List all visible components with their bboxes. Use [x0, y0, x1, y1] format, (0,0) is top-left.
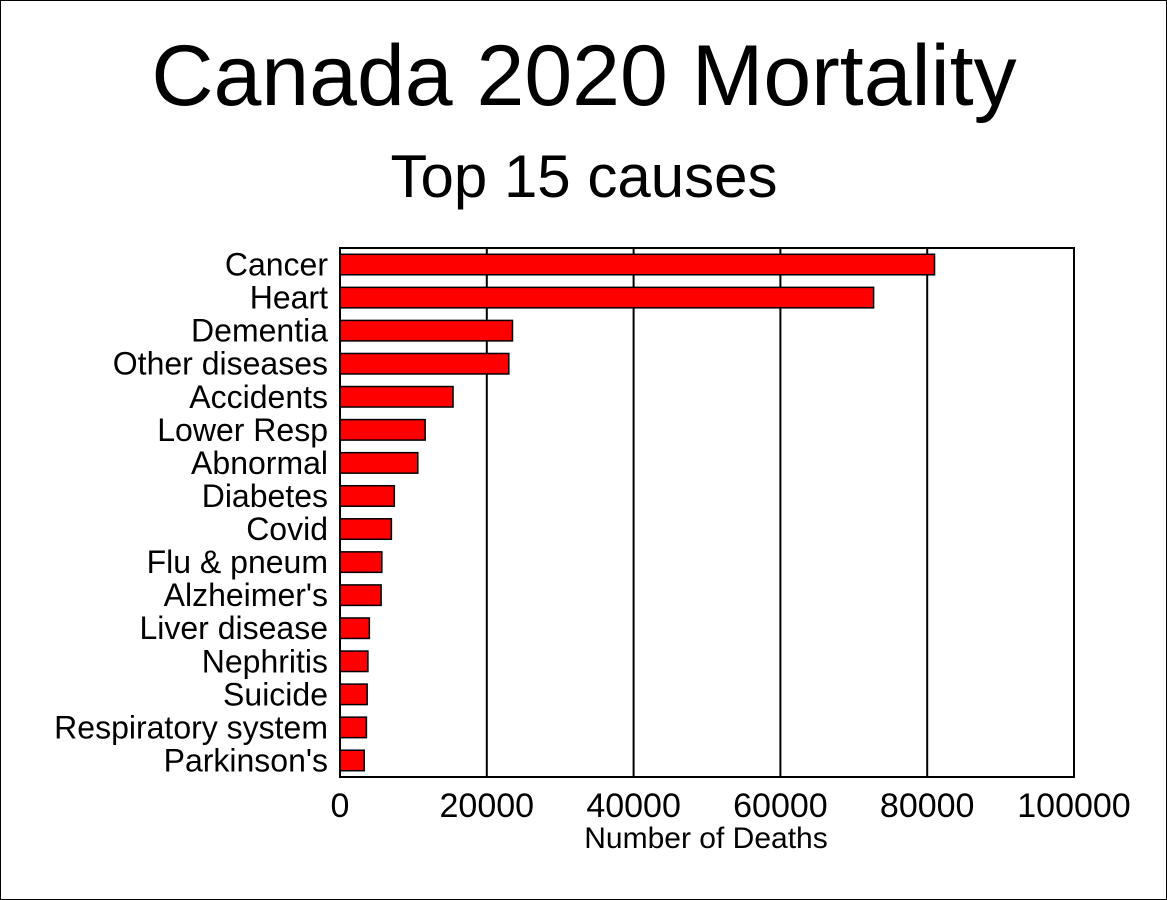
bar — [339, 319, 514, 342]
category-label: Diabetes — [202, 478, 328, 514]
category-label: Suicide — [223, 676, 328, 712]
x-tick-label: 80000 — [880, 787, 975, 825]
category-label: Parkinson's — [164, 742, 328, 778]
category-label: Respiratory system — [54, 709, 328, 745]
chart-title: Canada 2020 Mortality — [151, 28, 1016, 124]
bar — [339, 253, 936, 276]
bar — [339, 418, 426, 441]
x-tick-label: 60000 — [733, 787, 828, 825]
x-axis-label: Number of Deaths — [584, 822, 827, 855]
bar — [339, 352, 510, 375]
bars — [339, 253, 936, 772]
x-tick-label: 20000 — [440, 787, 535, 825]
bar — [339, 518, 393, 541]
plot-border — [339, 247, 1075, 778]
category-label: Flu & pneum — [147, 544, 328, 580]
category-label: Alzheimer's — [164, 577, 328, 613]
bar — [339, 385, 454, 408]
gridlines — [485, 248, 929, 777]
category-label: Cancer — [225, 247, 329, 283]
bar — [339, 451, 419, 474]
plot-area — [339, 247, 1075, 778]
category-label: Other diseases — [113, 346, 328, 382]
bar — [339, 683, 368, 706]
bar — [339, 716, 368, 739]
x-tick-labels: 0 20000 40000 60000 80000 100000 — [331, 787, 1131, 825]
category-label: Accidents — [189, 379, 328, 415]
bar — [339, 584, 382, 607]
bar — [339, 749, 365, 772]
chart-subtitle: Top 15 causes — [391, 143, 778, 210]
category-label: Dementia — [191, 313, 328, 349]
bar — [339, 617, 371, 640]
x-tick-label: 0 — [331, 787, 350, 825]
category-label: Covid — [246, 511, 328, 547]
bar — [339, 286, 875, 309]
category-label: Lower Resp — [157, 412, 328, 448]
bar — [339, 650, 369, 673]
category-label: Nephritis — [202, 643, 328, 679]
category-label: Liver disease — [139, 610, 328, 646]
category-label: Heart — [250, 280, 328, 316]
x-tick-label: 40000 — [586, 787, 681, 825]
bar — [339, 551, 383, 574]
x-tick-label: 100000 — [1017, 787, 1130, 825]
bar — [339, 484, 396, 507]
category-label: Abnormal — [191, 445, 328, 481]
